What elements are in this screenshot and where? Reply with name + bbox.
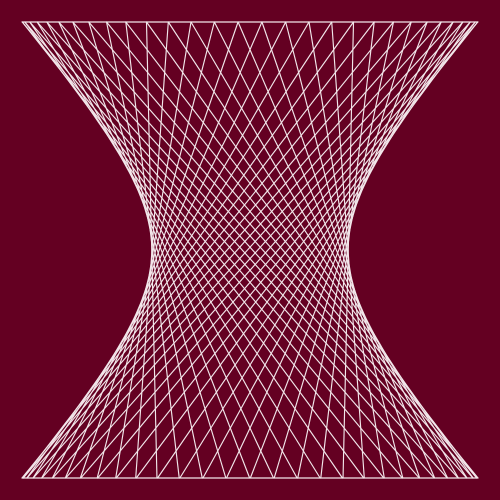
string-line [22,21,375,479]
string-line [24,21,420,479]
string-line [58,21,275,479]
string-line [179,21,464,479]
string-line [105,21,203,479]
string-line [36,21,448,479]
string-line [72,21,474,479]
string-line [32,21,442,479]
string-line [21,21,395,479]
string-line [237,21,436,479]
string-line [213,21,449,479]
string-line [41,21,310,479]
string-line [115,21,192,479]
string-line [202,21,454,479]
string-line [145,21,474,479]
string-line [22,21,412,479]
string-line [297,21,395,479]
string-line [97,21,479,479]
string-line [26,21,428,479]
string-line [88,21,478,479]
string-line [65,21,471,479]
string-line [115,21,479,479]
string-line [80,21,476,479]
string-line [249,21,428,479]
string-line [58,21,468,479]
string-line [46,21,298,479]
string-line [320,21,375,479]
string-line [46,21,459,479]
string-line [79,21,239,479]
string-line [32,21,333,479]
string-line [51,21,287,479]
string-line [285,21,404,479]
string-line [342,21,355,479]
string-line [190,21,459,479]
string-line [167,21,468,479]
string-line [135,21,476,479]
string-line [135,21,169,479]
string-line [21,21,403,479]
string-line [29,21,344,479]
string-line [273,21,412,479]
string-line [261,21,421,479]
string-line [52,21,464,479]
string-line [96,21,215,479]
string-line [105,21,479,479]
string-line [88,21,227,479]
string-line [29,21,435,479]
string-line [64,21,263,479]
string-line [41,21,454,479]
string-lines-group [21,21,479,479]
string-line [308,21,385,479]
string-line [225,21,442,479]
string-line [36,21,321,479]
string-line [72,21,251,479]
